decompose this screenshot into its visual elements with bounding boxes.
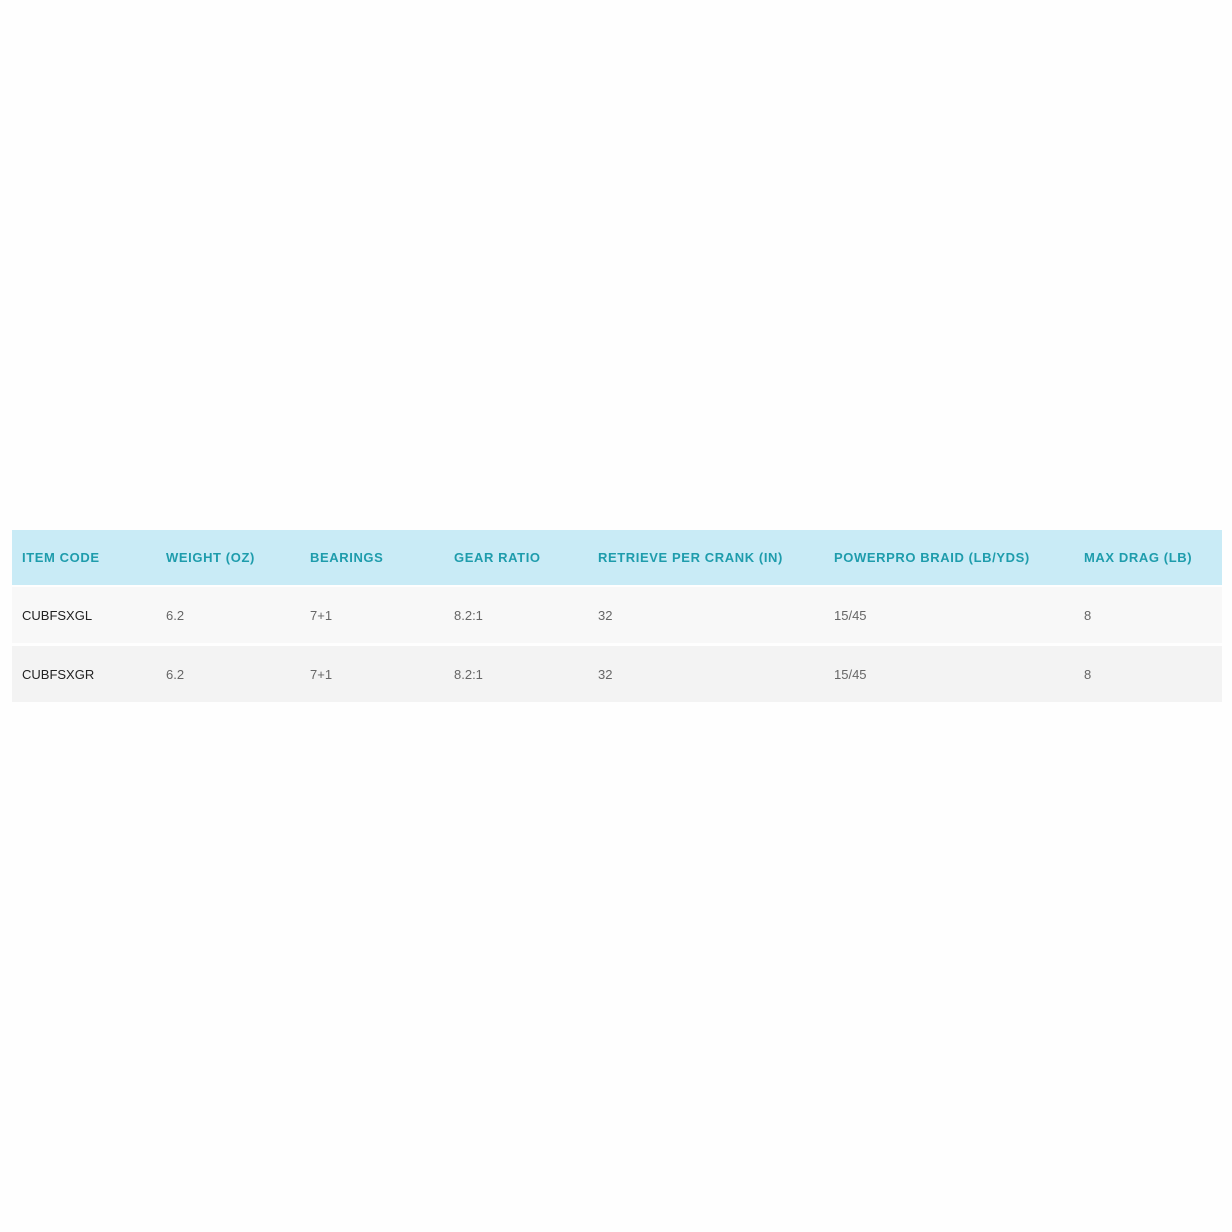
cell-bearings: 7+1 [300,587,444,646]
cell-weight: 6.2 [156,587,300,646]
cell-item-code: CUBFSXGR [12,646,156,702]
cell-braid: 15/45 [824,646,1074,702]
header-gear-ratio: GEAR RATIO [444,530,588,587]
cell-braid: 15/45 [824,587,1074,646]
header-retrieve: RETRIEVE PER CRANK (IN) [588,530,824,587]
header-weight: WEIGHT (OZ) [156,530,300,587]
cell-weight: 6.2 [156,646,300,702]
header-item-code: ITEM CODE [12,530,156,587]
header-braid: POWERPRO BRAID (LB/YDS) [824,530,1074,587]
header-max-drag: MAX DRAG (LB) [1074,530,1222,587]
cell-bearings: 7+1 [300,646,444,702]
spec-table: ITEM CODE WEIGHT (OZ) BEARINGS GEAR RATI… [12,530,1222,702]
cell-gear-ratio: 8.2:1 [444,646,588,702]
cell-max-drag: 8 [1074,646,1222,702]
cell-max-drag: 8 [1074,587,1222,646]
cell-retrieve: 32 [588,646,824,702]
header-row: ITEM CODE WEIGHT (OZ) BEARINGS GEAR RATI… [12,530,1222,587]
cell-retrieve: 32 [588,587,824,646]
table-row: CUBFSXGR 6.2 7+1 8.2:1 32 15/45 8 [12,646,1222,702]
header-bearings: BEARINGS [300,530,444,587]
cell-item-code: CUBFSXGL [12,587,156,646]
table-row: CUBFSXGL 6.2 7+1 8.2:1 32 15/45 8 [12,587,1222,646]
cell-gear-ratio: 8.2:1 [444,587,588,646]
